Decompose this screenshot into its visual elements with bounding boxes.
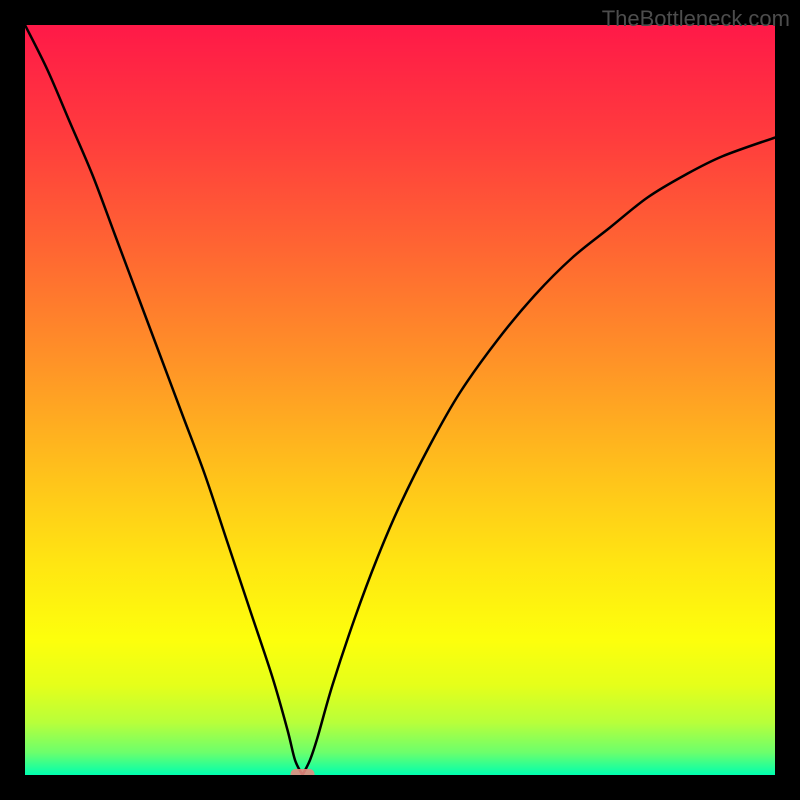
watermark-text: TheBottleneck.com	[602, 6, 790, 32]
gradient-background	[25, 25, 775, 775]
chart-container: TheBottleneck.com	[0, 0, 800, 800]
plot-svg	[25, 25, 775, 775]
plot-area	[25, 25, 775, 775]
minimum-marker	[291, 769, 315, 775]
